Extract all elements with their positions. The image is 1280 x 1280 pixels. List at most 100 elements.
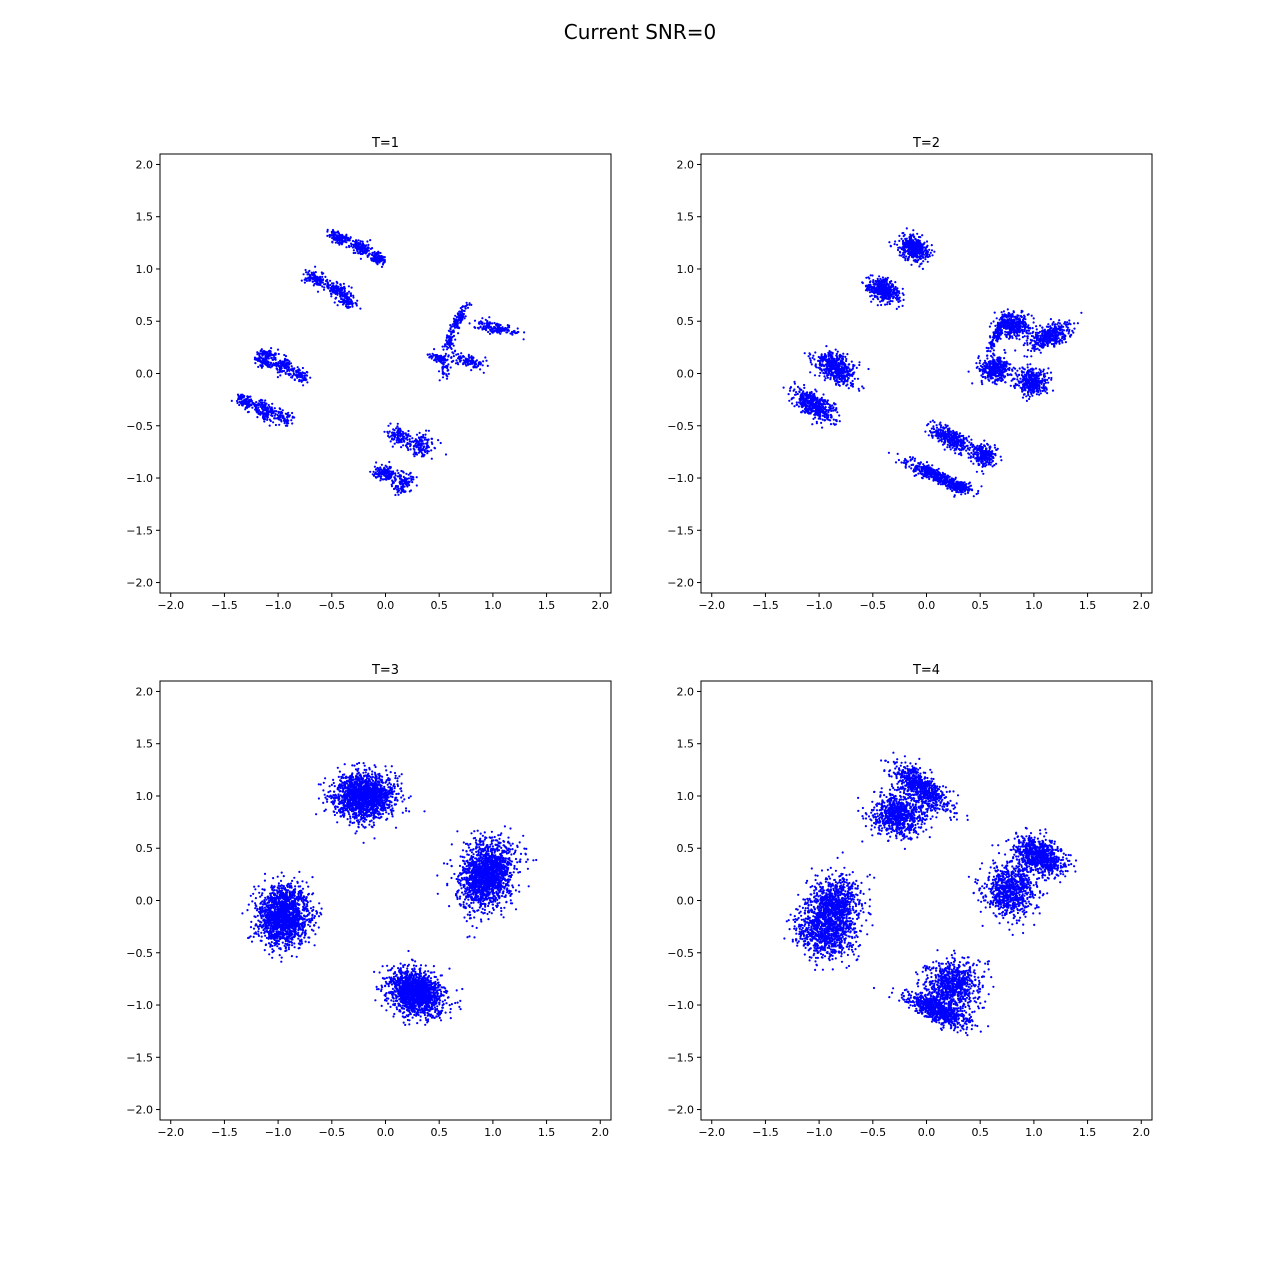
scatter-point: [365, 251, 367, 253]
scatter-point: [849, 375, 851, 377]
scatter-point: [806, 404, 808, 406]
scatter-point: [423, 443, 425, 445]
scatter-point: [470, 369, 472, 371]
scatter-point: [304, 372, 306, 374]
scatter-point: [342, 295, 344, 297]
scatter-point: [458, 316, 460, 318]
scatter-point: [384, 478, 386, 480]
scatter-point: [1050, 318, 1052, 320]
scatter-point: [246, 400, 248, 402]
scatter-point: [391, 437, 393, 439]
scatter-point: [275, 410, 277, 412]
scatter-point: [304, 282, 306, 284]
scatter-point: [812, 410, 814, 412]
scatter-point: [476, 359, 478, 361]
scatter-point: [793, 381, 795, 383]
scatter-point: [280, 419, 282, 421]
scatter-point: [358, 243, 360, 245]
scatter-point: [813, 358, 815, 360]
scatter-point: [466, 302, 468, 304]
scatter-point: [916, 233, 918, 235]
scatter-point: [460, 357, 462, 359]
scatter-point: [857, 378, 859, 380]
scatter-point: [396, 469, 398, 471]
scatter-point: [250, 398, 252, 400]
scatter-point: [365, 244, 367, 246]
scatter-point: [872, 298, 874, 300]
scatter-point: [452, 360, 454, 362]
scatter-point: [373, 255, 375, 257]
scatter-point: [348, 296, 350, 298]
scatter-point: [442, 372, 444, 374]
scatter-point: [813, 407, 815, 409]
scatter-point: [258, 409, 260, 411]
scatter-point: [272, 359, 274, 361]
scatter-point: [870, 301, 872, 303]
scatter-point: [327, 284, 329, 286]
scatter-point: [811, 392, 813, 394]
scatter-point: [398, 489, 400, 491]
scatter-point: [277, 376, 279, 378]
scatter-point: [422, 434, 424, 436]
scatter-point: [290, 362, 292, 364]
scatter-point: [373, 471, 375, 473]
scatter-point: [446, 366, 448, 368]
scatter-point: [447, 370, 449, 372]
scatter-point: [331, 235, 333, 237]
scatter-point: [381, 473, 383, 475]
scatter-point: [851, 374, 853, 376]
scatter-point: [327, 287, 329, 289]
scatter-point: [263, 402, 265, 404]
scatter-point: [237, 398, 239, 400]
scatter-point: [877, 278, 879, 280]
scatter-point: [1033, 317, 1035, 319]
scatter-point: [385, 465, 387, 467]
scatter-point: [830, 416, 832, 418]
scatter-point: [1025, 331, 1027, 333]
scatter-point: [425, 430, 427, 432]
scatter-point: [359, 308, 361, 310]
scatter-point: [783, 387, 785, 389]
scatter-point: [446, 346, 448, 348]
scatter-point: [830, 368, 832, 370]
scatter-point: [488, 316, 490, 318]
scatter-point: [905, 255, 907, 257]
scatter-point: [397, 439, 399, 441]
scatter-point: [933, 251, 935, 253]
scatter-point: [238, 395, 240, 397]
scatter-point: [357, 252, 359, 254]
scatter-point: [490, 326, 492, 328]
scatter-point: [1011, 337, 1013, 339]
scatter-point: [929, 255, 931, 257]
scatter-point: [391, 432, 393, 434]
scatter-point: [846, 380, 848, 382]
scatter-point: [269, 425, 271, 427]
scatter-point: [429, 353, 431, 355]
scatter-point: [1006, 331, 1008, 333]
scatter-point: [812, 357, 814, 359]
scatter-point: [802, 397, 804, 399]
scatter-point: [899, 251, 901, 253]
scatter-point: [416, 441, 418, 443]
scatter-point: [330, 295, 332, 297]
scatter-point: [266, 417, 268, 419]
scatter-point: [349, 306, 351, 308]
scatter-point: [348, 291, 350, 293]
scatter-point: [426, 442, 428, 444]
scatter-point: [501, 326, 503, 328]
scatter-point: [418, 442, 420, 444]
scatter-point: [441, 367, 443, 369]
scatter-point: [482, 364, 484, 366]
scatter-point: [902, 288, 904, 290]
scatter-point: [389, 471, 391, 473]
scatter-point: [288, 374, 290, 376]
scatter-point: [275, 365, 277, 367]
scatter-point: [345, 234, 347, 236]
scatter-point: [402, 431, 404, 433]
scatter-point: [904, 243, 906, 245]
scatter-point: [891, 295, 893, 297]
scatter-point: [446, 378, 448, 380]
scatter-point: [288, 362, 290, 364]
scatter-point: [497, 329, 499, 331]
scatter-point: [1014, 316, 1016, 318]
